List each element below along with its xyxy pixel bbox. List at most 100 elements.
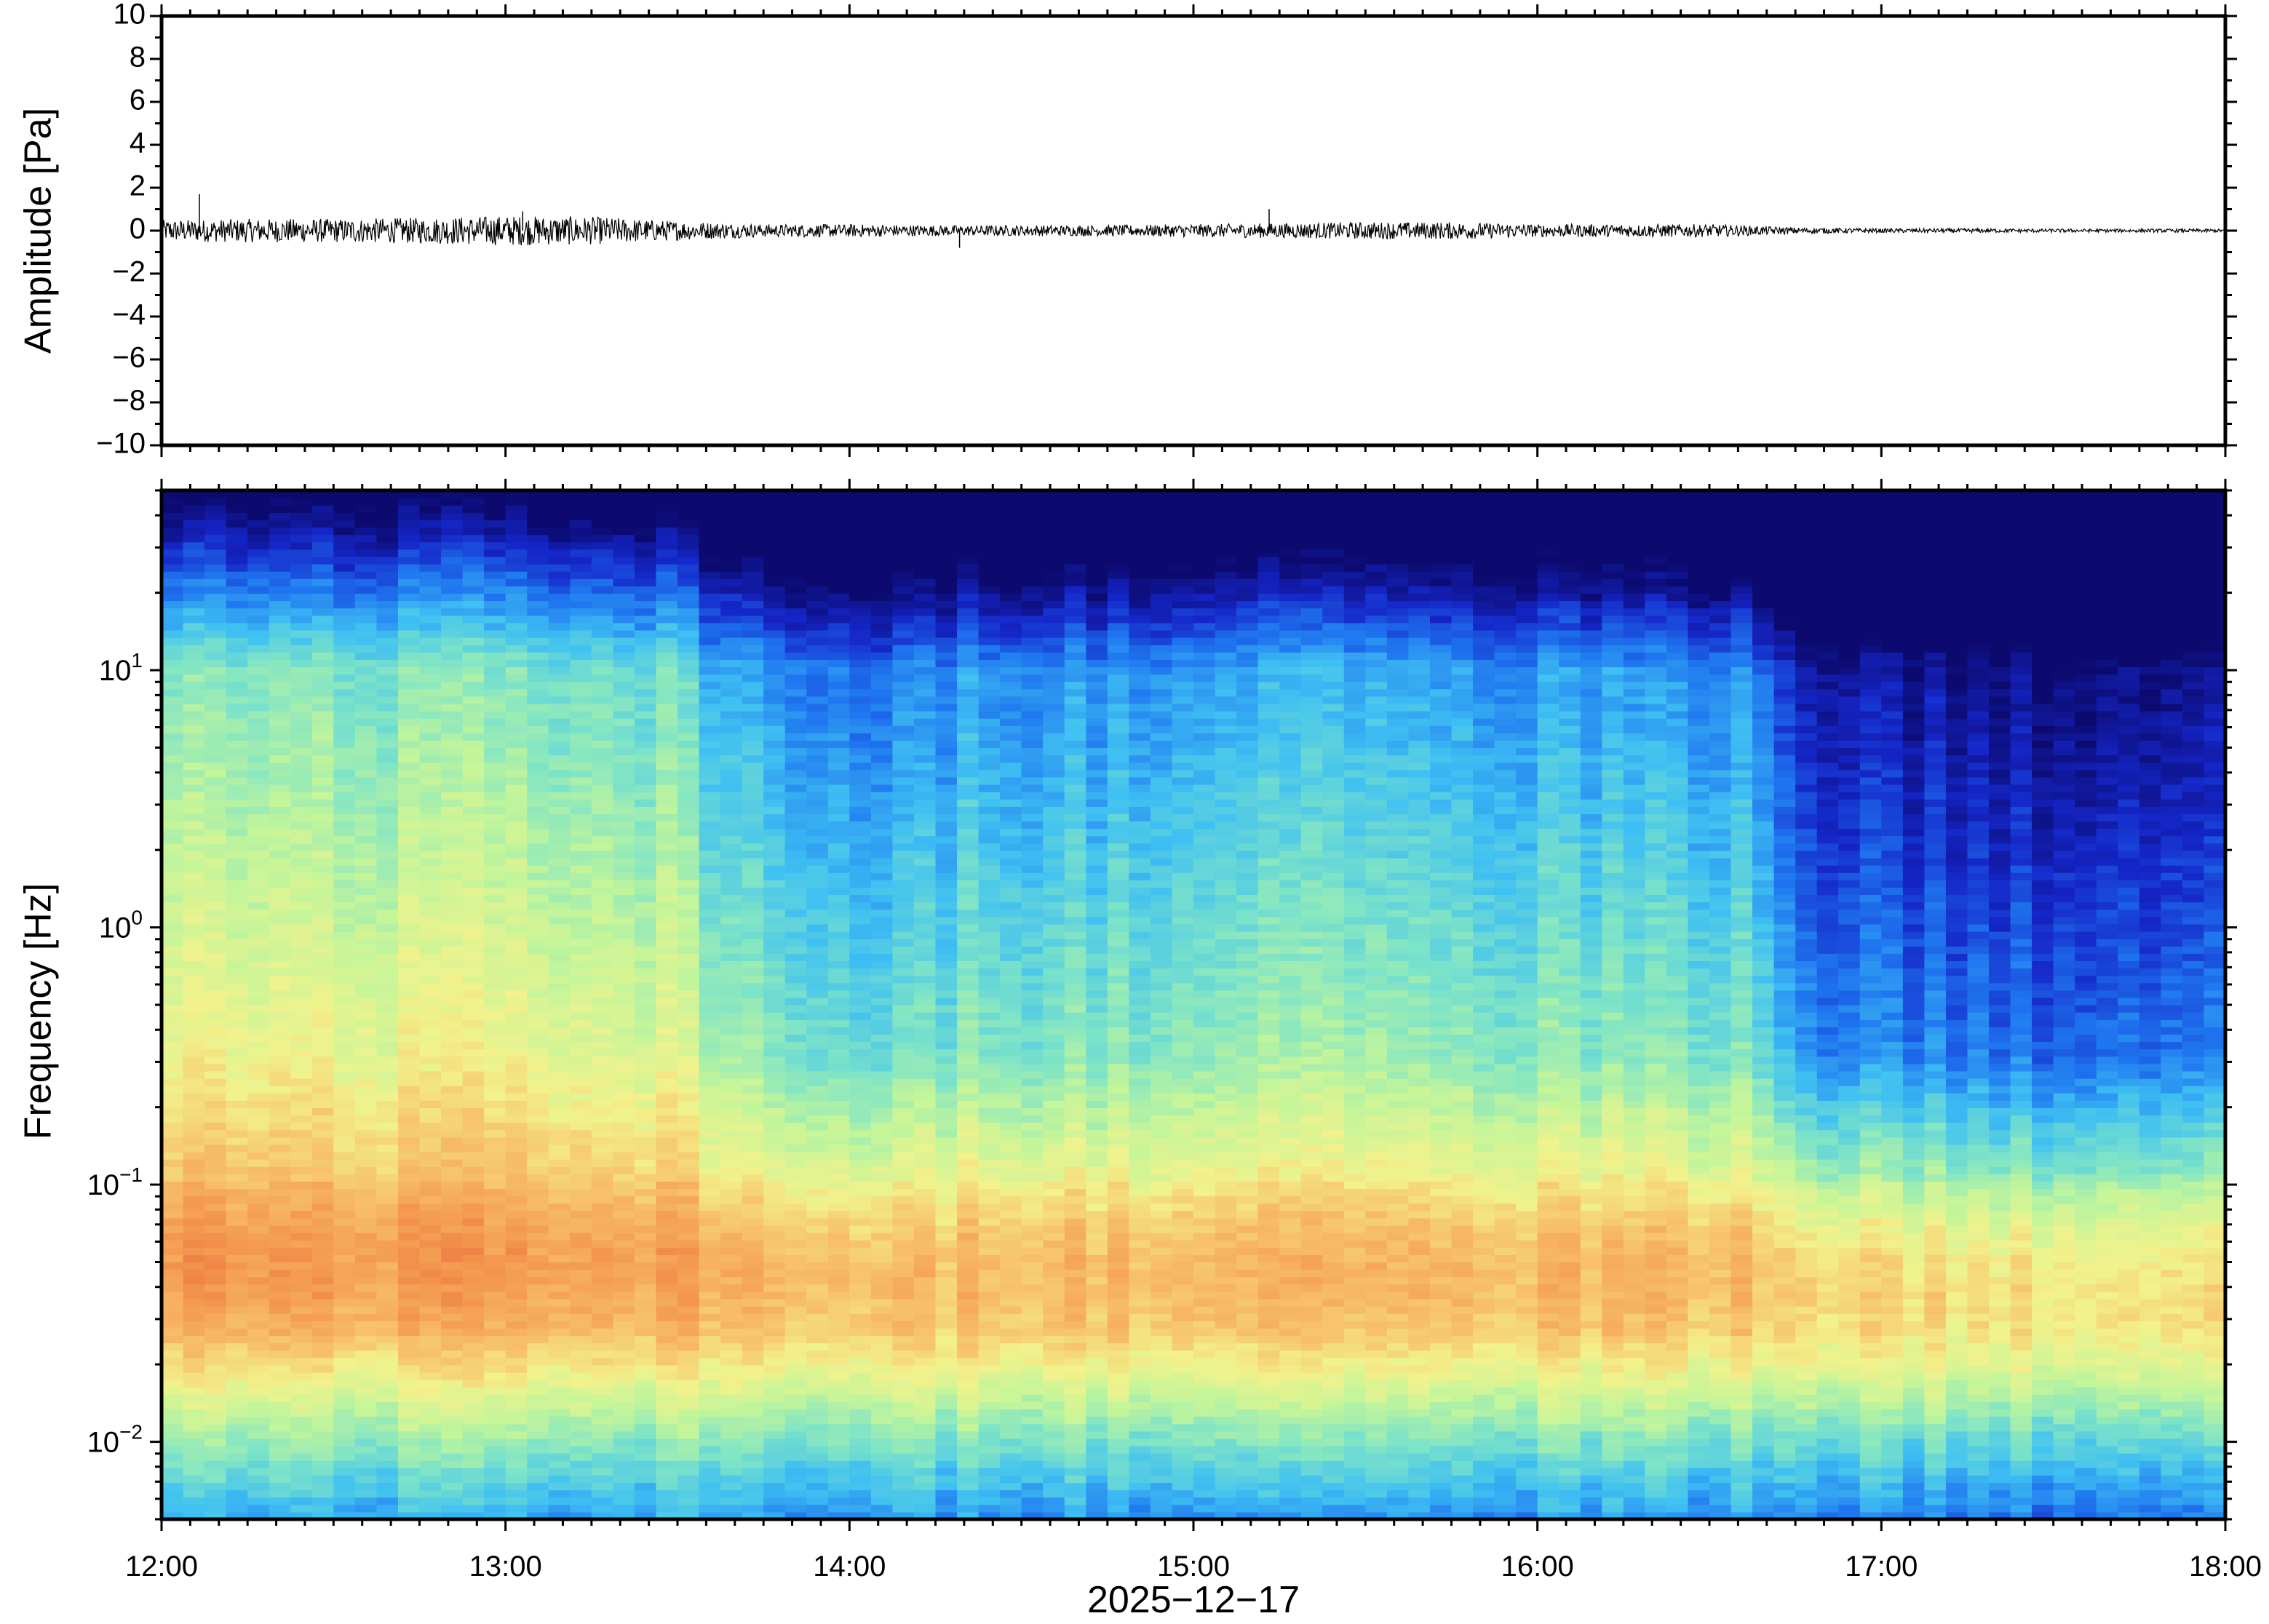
spectrogram-cell <box>484 512 506 520</box>
spectrogram-cell <box>720 1137 743 1145</box>
spectrogram-cell <box>462 1380 485 1388</box>
spectrogram-cell <box>591 1166 613 1174</box>
spectrogram-cell <box>763 923 786 932</box>
spectrogram-cell <box>376 776 399 785</box>
spectrogram-cell <box>849 1489 872 1498</box>
spectrogram-cell <box>591 1233 613 1241</box>
spectrogram-cell <box>870 1313 894 1321</box>
spectrogram-cell <box>699 1063 721 1072</box>
spectrogram-cell <box>548 1019 571 1027</box>
spectrogram-cell <box>720 916 743 925</box>
spectrogram-cell <box>591 608 613 616</box>
spectrogram-cell <box>849 1364 872 1373</box>
spectrogram-cell <box>354 968 378 976</box>
spectrogram-cell <box>269 1159 291 1167</box>
spectrogram-cell <box>290 953 313 961</box>
spectrogram-cell <box>591 541 613 550</box>
spectrogram-cell <box>827 645 850 653</box>
spectrogram-cell <box>419 997 442 1006</box>
spectrogram-cell <box>613 1468 635 1476</box>
spectrogram-cell <box>849 1107 872 1116</box>
spectrogram-cell <box>290 629 313 638</box>
spectrogram-cell <box>462 792 485 800</box>
spectrogram-cell <box>290 799 313 807</box>
spectrogram-cell <box>247 1152 270 1160</box>
spectrogram-cell <box>354 939 378 947</box>
spectrogram-cell <box>311 1438 334 1446</box>
spectrogram-cell <box>269 1423 291 1432</box>
spectrogram-cell <box>333 1233 356 1241</box>
spectrogram-cell <box>527 755 549 763</box>
spectrogram-cell <box>720 1438 743 1446</box>
spectrogram-cell <box>656 872 678 880</box>
spectrogram-cell <box>677 652 700 660</box>
spectrogram-cell <box>505 718 528 726</box>
spectrogram-cell <box>441 733 464 741</box>
spectrogram-cell <box>527 975 549 984</box>
spectrogram-cell <box>699 564 721 572</box>
spectrogram-cell <box>720 1350 743 1358</box>
spectrogram-cell <box>162 1350 184 1358</box>
spectrogram-cell <box>162 1012 184 1020</box>
spectrogram-cell <box>763 1342 786 1351</box>
spectrogram-cell <box>570 659 592 667</box>
spectrogram-cell <box>484 490 506 498</box>
spectrogram-cell <box>827 608 850 616</box>
spectrogram-cell <box>527 792 549 800</box>
spectrogram-cell <box>441 674 464 682</box>
spectrogram-cell <box>376 1416 399 1425</box>
spectrogram-cell <box>204 813 227 822</box>
spectrogram-cell <box>527 1299 549 1307</box>
spectrogram-cell <box>183 1203 205 1211</box>
spectrogram-cell <box>419 1364 442 1373</box>
spectrogram-cell <box>548 880 571 888</box>
spectrogram-cell <box>849 1210 872 1219</box>
spectrogram-cell <box>763 541 786 550</box>
spectrogram-cell <box>397 997 421 1006</box>
spectrogram-cell <box>226 674 248 682</box>
spectrogram-cell <box>204 1394 227 1402</box>
spectrogram-cell <box>419 1438 442 1446</box>
spectrogram-cell <box>226 1335 248 1344</box>
spectrogram-cell <box>763 1027 786 1035</box>
spectrogram-cell <box>849 541 872 550</box>
spectrogram-cell <box>204 1122 227 1131</box>
spectrogram-cell <box>827 1460 850 1468</box>
spectrogram-cell <box>462 872 485 880</box>
spectrogram-cell <box>827 1048 850 1057</box>
spectrogram-cell <box>784 1100 807 1108</box>
spectrogram-cell <box>290 1416 313 1425</box>
spectrogram-cell <box>376 755 399 763</box>
spectrogram-cell <box>441 997 464 1006</box>
spectrogram-cell <box>656 1409 678 1417</box>
spectrogram-cell <box>699 1335 721 1344</box>
spectrogram-cell <box>699 571 721 579</box>
spectrogram-cell <box>548 527 571 536</box>
spectrogram-cell <box>484 1269 506 1278</box>
spectrogram-cell <box>570 939 592 947</box>
spectrogram-cell <box>419 769 442 778</box>
spectrogram-cell <box>376 1283 399 1292</box>
spectrogram-cell <box>591 1387 613 1395</box>
spectrogram-cell <box>548 865 571 873</box>
spectrogram-cell <box>247 916 270 925</box>
spectrogram-cell <box>269 740 291 749</box>
spectrogram-cell <box>742 755 764 763</box>
spectrogram-cell <box>656 549 678 557</box>
spectrogram-cell <box>505 1115 528 1123</box>
spectrogram-cell <box>763 520 786 528</box>
spectrogram-cell <box>827 843 850 851</box>
spectrogram-cell <box>784 821 807 829</box>
spectrogram-cell <box>505 776 528 785</box>
spectrogram-cell <box>505 666 528 675</box>
spectrogram-cell <box>162 1306 184 1314</box>
spectrogram-cell <box>806 1460 829 1468</box>
spectrogram-cell <box>806 1093 829 1101</box>
spectrogram-cell <box>247 1380 270 1388</box>
spectrogram-cell <box>462 593 485 602</box>
spectrogram-cell <box>484 1313 506 1321</box>
spectrogram-cell <box>527 1100 549 1108</box>
spectrogram-cell <box>226 512 248 520</box>
spectrogram-cell <box>311 703 334 712</box>
spectrogram-cell <box>613 1372 635 1380</box>
